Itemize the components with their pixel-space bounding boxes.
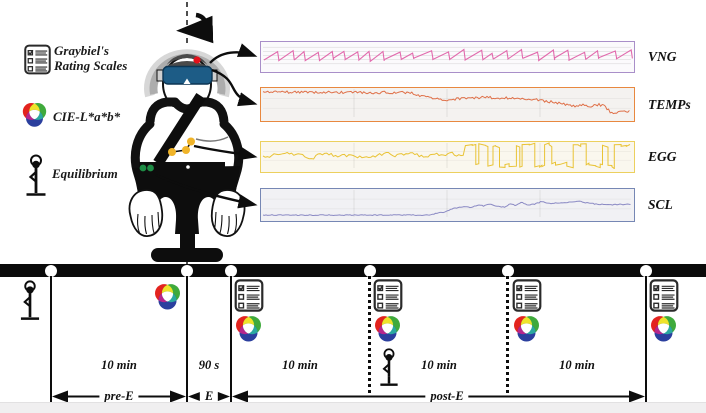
temps-trace-panel bbox=[260, 87, 635, 122]
event-preE-cie-lab-icon bbox=[152, 282, 183, 318]
temps-trace bbox=[262, 90, 630, 115]
wire-arrow-scl bbox=[155, 173, 258, 209]
bottom-strip bbox=[0, 402, 706, 413]
egg-electrode-1 bbox=[168, 148, 176, 156]
egg-electrode-2 bbox=[182, 146, 190, 154]
chair-stem bbox=[180, 234, 195, 250]
yaw-rotation-arrow-icon bbox=[176, 12, 214, 44]
event-end-rating-scales-icon bbox=[649, 279, 679, 317]
wire-arrow-temps bbox=[211, 68, 258, 107]
event-end-cie-lab-icon bbox=[648, 314, 679, 350]
wire-arrow-egg bbox=[193, 144, 258, 161]
egg-trace-panel bbox=[260, 141, 635, 173]
event-postE1-rating-scales-icon bbox=[234, 279, 264, 317]
scl-trace bbox=[262, 200, 631, 217]
scl-trace-plot bbox=[262, 190, 631, 217]
timeline-node-3 bbox=[225, 264, 237, 277]
cie-lab-icon bbox=[20, 101, 49, 130]
lap-belt bbox=[139, 162, 225, 172]
signal-row-egg: EGG bbox=[260, 141, 677, 173]
vng-trace bbox=[263, 48, 633, 63]
chest-contour bbox=[195, 136, 229, 142]
event-postE3-rating-scales-icon bbox=[512, 279, 542, 317]
scl-trace-panel bbox=[260, 188, 635, 222]
duration-label-post-e1: 10 min bbox=[282, 358, 318, 372]
timeline-node-4 bbox=[364, 264, 376, 277]
event-postE1-cie-lab-icon bbox=[233, 314, 264, 350]
temps-trace-plot bbox=[262, 89, 631, 117]
belt-buckle bbox=[185, 164, 192, 171]
egg-label: EGG bbox=[648, 149, 677, 164]
timeline-node-5 bbox=[502, 264, 514, 277]
left-hand bbox=[128, 189, 164, 237]
event-start-equilibrium-icon bbox=[17, 279, 43, 326]
wire-arrow-vng bbox=[209, 43, 258, 64]
legend-label-equilibrium: Equilibrium bbox=[52, 166, 118, 181]
timeline-node-2 bbox=[181, 264, 193, 277]
egg-trace-plot bbox=[262, 142, 631, 169]
timeline-divider-1 bbox=[50, 276, 52, 405]
legend-label-graybiel-line2: Rating Scales bbox=[54, 58, 128, 73]
timeline-divider-4-dotted bbox=[368, 276, 371, 393]
signal-row-vng: VNG bbox=[260, 41, 677, 73]
event-postE2-cie-lab-icon bbox=[372, 314, 403, 350]
chair-base bbox=[151, 248, 223, 262]
scl-electrode-2 bbox=[147, 164, 154, 172]
egg-electrode-3 bbox=[187, 137, 195, 146]
right-hand bbox=[210, 189, 246, 237]
temps-label: TEMPs bbox=[648, 96, 691, 112]
legend-label-cielab: CIE-L*a*b* bbox=[53, 109, 121, 124]
vng-trace-panel bbox=[260, 41, 635, 73]
event-postE3-cie-lab-icon bbox=[511, 314, 542, 350]
signal-row-temps: TEMPs bbox=[260, 87, 691, 122]
duration-label-post-e3: 10 min bbox=[559, 358, 595, 372]
shoulder-belt bbox=[153, 93, 206, 166]
timeline-divider-2 bbox=[186, 276, 188, 405]
duration-label-post-e2: 10 min bbox=[421, 358, 457, 372]
vng-trace-plot bbox=[263, 46, 633, 65]
scl-electrode-1 bbox=[139, 164, 147, 172]
equilibrium-icon bbox=[23, 153, 49, 197]
event-postE2-rating-scales-icon bbox=[373, 279, 403, 317]
timeline-node-1 bbox=[45, 264, 57, 277]
forehead-electrode bbox=[193, 56, 201, 64]
legend-label-graybiel: Graybiel's Rating Scales bbox=[54, 43, 127, 73]
rating-scales-icon bbox=[24, 44, 51, 75]
phase-label-post-e: post-E bbox=[425, 389, 469, 404]
timeline-divider-5-dotted bbox=[506, 276, 509, 393]
scl-label: SCL bbox=[648, 197, 673, 212]
signal-row-scl: SCL bbox=[260, 188, 673, 222]
duration-label-e: 90 s bbox=[198, 358, 220, 372]
phase-label-pre-e: pre-E bbox=[99, 389, 139, 404]
timeline-divider-6 bbox=[645, 276, 647, 405]
vng-label: VNG bbox=[648, 49, 677, 64]
duration-label-pre-e: 10 min bbox=[101, 358, 137, 372]
phase-label-e: E bbox=[199, 389, 219, 404]
timeline-node-6 bbox=[640, 264, 652, 277]
egg-trace bbox=[262, 142, 631, 169]
hair-band bbox=[165, 61, 209, 73]
timeline-divider-3 bbox=[230, 276, 232, 405]
timeline-bar bbox=[0, 264, 706, 277]
goggles-nose-notch bbox=[183, 78, 191, 84]
legend-label-graybiel-line1: Graybiel's bbox=[54, 43, 109, 58]
